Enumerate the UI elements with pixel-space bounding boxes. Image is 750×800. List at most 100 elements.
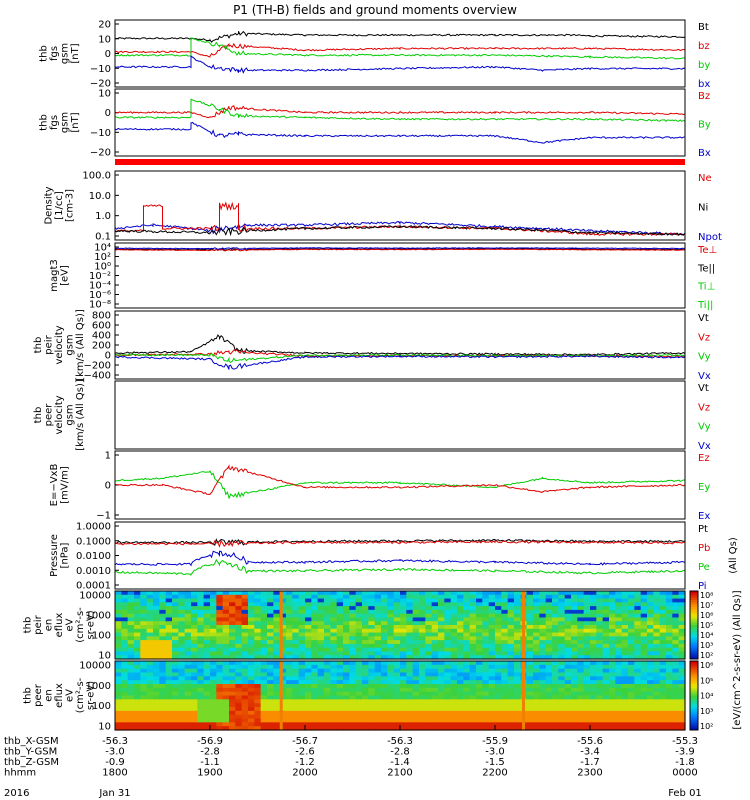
- spectrogram-cell: [514, 722, 521, 727]
- spectrogram-cell: [501, 661, 509, 666]
- spectrogram-cell: [400, 680, 407, 685]
- spectrogram-cell: [406, 726, 414, 731]
- spectrogram-cell: [571, 613, 578, 619]
- spectrogram-cell: [172, 691, 179, 697]
- spectrogram-cell: [336, 591, 344, 596]
- spectrogram-cell: [545, 718, 553, 723]
- spectrogram-cell: [438, 695, 445, 700]
- spectrogram-cell: [659, 609, 667, 615]
- spectrogram-cell: [533, 628, 540, 634]
- spectrogram-cell: [602, 647, 610, 653]
- spectrogram-cell: [615, 606, 623, 611]
- spectrogram-cell: [203, 647, 211, 653]
- spectrogram-cell: [564, 687, 572, 693]
- spectrogram-cell: [210, 625, 217, 630]
- y-tick-label: 1.0: [95, 211, 111, 222]
- spectrogram-cell: [634, 676, 642, 681]
- spectrogram-cell: [577, 632, 585, 637]
- spectrogram-cell: [476, 621, 483, 626]
- spectrogram-cell: [463, 643, 471, 649]
- spectrogram-cell: [229, 699, 236, 704]
- spectrogram-cell: [349, 591, 357, 596]
- spectrogram-cell: [444, 707, 452, 712]
- spectrogram-cell: [552, 609, 559, 615]
- spectrogram-cell: [127, 609, 135, 615]
- spectrogram-cell: [431, 643, 439, 649]
- series-Pi: [115, 550, 685, 567]
- spectrogram-cell: [412, 703, 420, 708]
- spectrogram-cell: [507, 707, 515, 712]
- spectrogram-cell: [526, 602, 534, 607]
- spectrogram-cell: [659, 710, 667, 716]
- spectrogram-cell: [324, 598, 331, 603]
- spectrogram-cell: [507, 714, 515, 720]
- spectrogram-cell: [393, 722, 401, 727]
- panel-ylabel: thb fgs gsm [nT]: [38, 43, 81, 64]
- spectrogram-cell: [292, 640, 300, 645]
- spectrogram-cell: [615, 647, 623, 653]
- spectrogram-cell: [254, 714, 262, 720]
- spectrogram-cell: [571, 617, 578, 622]
- spectrogram-cell: [241, 647, 249, 653]
- spectrogram-cell: [678, 726, 686, 731]
- spectrogram-cell: [425, 661, 433, 666]
- spectrogram-cell: [178, 643, 186, 649]
- spectrogram-cell: [172, 613, 179, 619]
- spectrogram-cell: [222, 718, 230, 723]
- spectrogram-cell: [286, 668, 293, 674]
- spectrogram-cell: [254, 699, 262, 704]
- colorbar-cell: [690, 595, 698, 599]
- spectrogram-cell: [343, 703, 350, 708]
- spectrogram-cell: [184, 591, 192, 596]
- spectrogram-cell: [552, 699, 559, 704]
- spectrogram-cell: [615, 602, 623, 607]
- spectrogram-cell: [609, 609, 616, 615]
- spectrogram-cell: [628, 632, 635, 637]
- colorbar-cell: [690, 625, 698, 628]
- spectrogram-cell: [172, 591, 179, 596]
- spectrogram-cell: [292, 647, 300, 653]
- spectrogram-cell: [197, 707, 205, 712]
- spectrogram-cell: [495, 609, 502, 615]
- spectrogram-cell: [368, 632, 376, 637]
- spectrogram-cell: [647, 632, 654, 637]
- spectrogram-cell: [241, 643, 249, 649]
- spectrogram-cell: [121, 598, 129, 603]
- spectrogram-cell: [406, 710, 414, 716]
- legend-Ez: Ez: [698, 453, 710, 464]
- spectrogram-cell: [640, 598, 648, 603]
- spectrogram-cell: [634, 680, 642, 685]
- spectrogram-cell: [330, 668, 338, 674]
- spectrogram-cell: [191, 655, 198, 660]
- spectrogram-cell: [412, 598, 420, 603]
- spectrogram-cell: [615, 707, 623, 712]
- spectrogram-cell: [292, 602, 300, 607]
- spectrogram-cell: [260, 602, 268, 607]
- spectrogram-cell: [153, 606, 160, 611]
- spectrogram-cell: [153, 591, 160, 596]
- spectrogram-cell: [628, 598, 635, 603]
- spectrogram-cell: [596, 707, 604, 712]
- spectrogram-cell: [533, 617, 540, 622]
- spectrogram-cell: [564, 691, 572, 697]
- spectrogram-cell: [127, 640, 135, 645]
- spectrogram-cell: [387, 621, 395, 626]
- ylabel-line: eflux: [54, 683, 65, 708]
- spectrogram-cell: [235, 643, 243, 649]
- spectrogram-cell: [463, 699, 471, 704]
- spectrogram-cell: [393, 636, 401, 641]
- spectrogram-cell: [134, 621, 141, 626]
- spectrogram-cell: [381, 699, 388, 704]
- spectrogram-cell: [602, 640, 610, 645]
- spectrogram-cell: [412, 668, 420, 674]
- spectrogram-cell: [602, 621, 610, 626]
- spectrogram-cell: [368, 661, 376, 666]
- spectrogram-cell: [678, 632, 686, 637]
- spectrogram-cell: [558, 718, 566, 723]
- spectrogram-cell: [178, 655, 186, 660]
- spectrogram-cell: [330, 664, 338, 670]
- spectrogram-cell: [431, 687, 439, 693]
- spectrogram-cell: [197, 710, 205, 716]
- spectrogram-cell: [298, 664, 306, 670]
- spectrogram-cell: [659, 714, 667, 720]
